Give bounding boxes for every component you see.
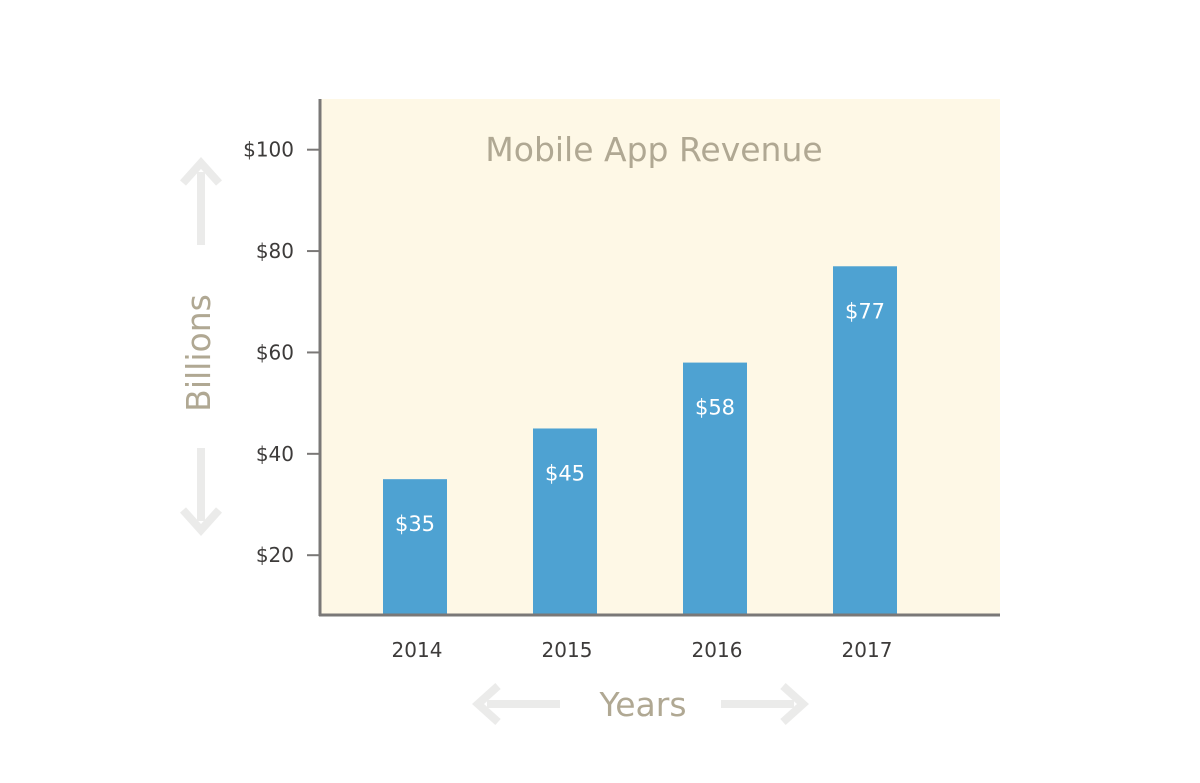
bar-2014 [383,479,447,614]
chart-title: Mobile App Revenue [485,130,822,169]
bar-labels: $35 $45 $58 $77 [395,299,885,536]
bar-value-label-2015: $45 [545,461,585,485]
y-axis-title: Billions [179,294,218,412]
bar-2015 [533,428,597,614]
y-ticks: $20 $40 $60 $80 $100 [243,138,320,567]
y-tick-label-100: $100 [243,138,294,162]
y-tick-label-20: $20 [256,543,294,567]
y-axis-title-group: Billions [179,157,222,536]
bars [383,266,897,614]
bar-2016 [683,362,747,614]
x-ticks: 2014 2015 2016 2017 [392,638,893,662]
x-tick-label-2014: 2014 [392,638,443,662]
right-arrow-icon [721,683,809,725]
x-tick-label-2016: 2016 [692,638,743,662]
y-tick-label-40: $40 [256,442,294,466]
x-axis-title: Years [598,685,686,724]
down-arrow-icon [180,448,222,536]
bar-2017 [833,266,897,614]
y-tick-label-80: $80 [256,239,294,263]
bar-value-label-2017: $77 [845,299,885,323]
x-axis-title-group: Years [472,683,809,725]
bar-value-label-2016: $58 [695,396,735,420]
x-tick-label-2017: 2017 [842,638,893,662]
x-tick-label-2015: 2015 [542,638,593,662]
bar-value-label-2014: $35 [395,512,435,536]
up-arrow-icon [180,157,222,245]
left-arrow-icon [472,683,560,725]
y-tick-label-60: $60 [256,340,294,364]
